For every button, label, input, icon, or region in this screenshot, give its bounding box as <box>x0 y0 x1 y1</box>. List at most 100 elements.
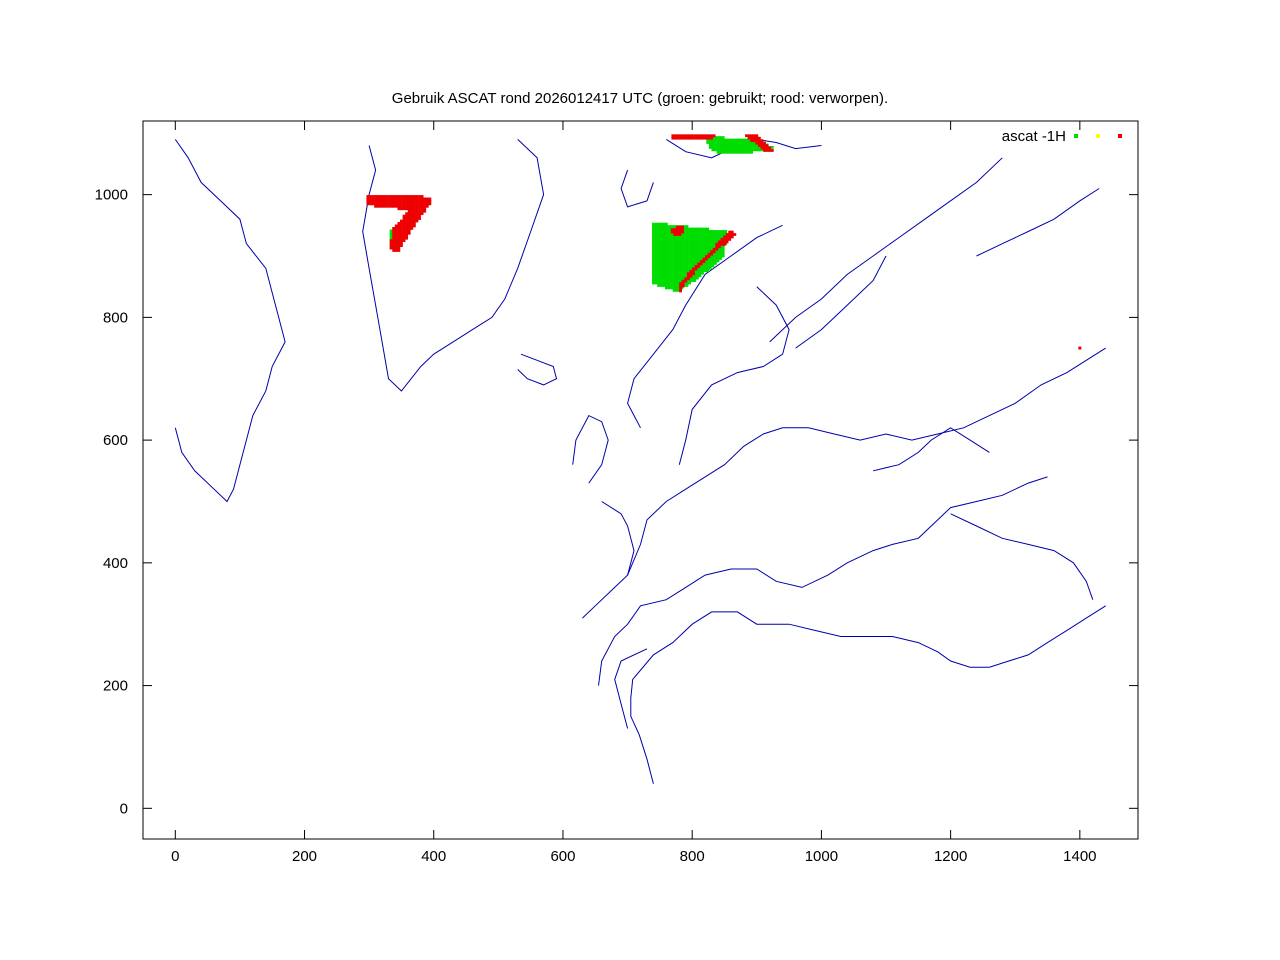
used-point <box>664 284 668 287</box>
used-point <box>693 254 697 258</box>
rejected-point <box>410 204 414 208</box>
rejected-point <box>412 202 416 206</box>
used-point <box>664 242 668 246</box>
used-point <box>750 143 754 147</box>
used-point <box>703 244 707 248</box>
used-point <box>742 138 746 142</box>
used-point <box>721 138 725 142</box>
used-point <box>693 247 697 251</box>
used-point <box>670 247 673 251</box>
used-point <box>716 145 720 149</box>
used-point <box>659 249 663 253</box>
rejected-point <box>374 199 377 203</box>
used-point <box>734 148 738 152</box>
used-point <box>698 271 702 275</box>
used-point <box>659 244 663 248</box>
used-point <box>672 249 676 253</box>
rejected-point <box>705 136 708 140</box>
used-point <box>670 225 673 228</box>
rejected-point <box>402 199 406 203</box>
rejected-point <box>402 195 406 198</box>
rejected-point <box>410 197 414 201</box>
rejected-point <box>392 199 396 203</box>
used-point <box>690 257 694 260</box>
coastline <box>582 501 635 619</box>
used-point <box>659 252 663 255</box>
used-point <box>721 247 725 251</box>
rejected-point <box>400 207 403 211</box>
used-point <box>737 138 741 142</box>
used-point <box>742 150 746 154</box>
used-point <box>721 244 725 248</box>
used-point <box>685 225 689 228</box>
rejected-point <box>420 197 424 201</box>
used-point <box>667 225 671 228</box>
used-point <box>752 143 756 147</box>
rejected-point <box>412 214 416 218</box>
used-point <box>652 257 655 260</box>
rejected-point <box>423 202 427 206</box>
rejected-point <box>673 134 677 138</box>
rejected-point <box>423 207 427 211</box>
used-point <box>670 269 673 273</box>
used-point <box>734 138 738 142</box>
used-point <box>724 148 728 152</box>
used-point <box>711 141 715 144</box>
rejected-point <box>763 141 766 145</box>
x-tick-label: 800 <box>680 848 705 865</box>
used-point <box>716 150 720 154</box>
rejected-point <box>397 241 401 245</box>
rejected-point <box>692 134 695 138</box>
rejected-point <box>763 144 766 147</box>
rejected-point <box>707 134 711 138</box>
rejected-point <box>423 209 427 213</box>
used-point <box>652 254 655 258</box>
rejected-point <box>410 195 414 198</box>
used-point <box>662 266 666 270</box>
used-point <box>664 247 668 251</box>
rejected-point <box>400 202 403 206</box>
rejected-point <box>381 197 385 201</box>
used-point <box>664 254 668 258</box>
used-point <box>662 279 666 282</box>
used-point <box>657 261 660 265</box>
rejected-point <box>400 197 403 201</box>
used-point <box>677 264 681 268</box>
rejected-point <box>397 244 401 247</box>
rejected-point <box>410 226 414 230</box>
used-point <box>680 252 684 255</box>
rejected-point <box>410 202 414 206</box>
used-point <box>664 276 668 280</box>
used-point <box>695 254 699 258</box>
rejected-point <box>681 282 685 286</box>
used-point <box>670 234 673 238</box>
y-tick-label: 1000 <box>95 187 128 204</box>
used-point <box>711 232 715 236</box>
used-point <box>719 254 723 258</box>
used-point <box>714 230 717 233</box>
rejected-point <box>420 195 424 198</box>
used-point <box>683 266 686 270</box>
used-point <box>690 252 694 255</box>
rejected-point <box>681 228 684 232</box>
rejected-point <box>374 202 377 206</box>
used-point <box>677 279 681 282</box>
used-point <box>701 271 704 275</box>
used-point <box>677 257 681 260</box>
used-point <box>667 244 671 248</box>
used-point <box>657 281 660 285</box>
rejected-point <box>750 136 754 140</box>
rejected-point <box>415 209 419 213</box>
used-point <box>698 227 702 231</box>
used-point <box>703 249 707 253</box>
used-point <box>726 148 730 152</box>
used-point <box>685 257 689 260</box>
used-point <box>672 239 676 243</box>
rejected-point <box>418 195 421 198</box>
used-point <box>652 264 655 268</box>
rejected-point <box>389 239 393 243</box>
rejected-point <box>379 202 383 206</box>
rejected-point <box>387 197 390 201</box>
rejected-point <box>707 252 711 256</box>
used-point <box>716 257 720 260</box>
